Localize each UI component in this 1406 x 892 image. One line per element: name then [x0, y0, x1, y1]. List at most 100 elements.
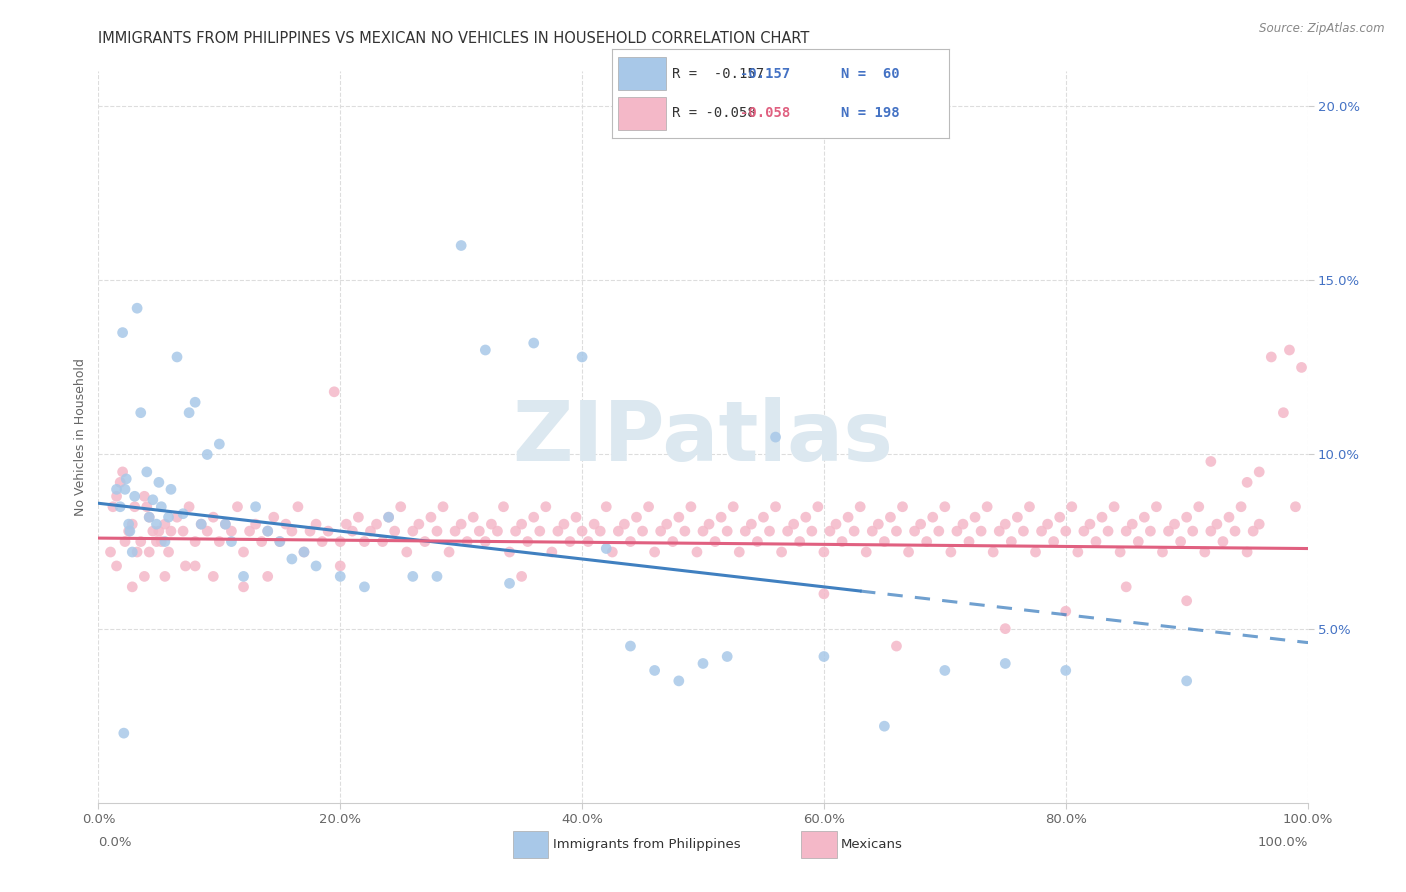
Point — [184, 558, 207, 573]
Point — [481, 517, 503, 532]
Point — [1133, 510, 1156, 524]
Point — [389, 500, 412, 514]
Point — [1078, 517, 1101, 532]
Y-axis label: No Vehicles in Household: No Vehicles in Household — [75, 359, 87, 516]
Point — [716, 524, 738, 538]
Point — [214, 517, 236, 532]
Point — [166, 510, 188, 524]
Point — [1121, 517, 1143, 532]
Text: R = -0.058: R = -0.058 — [672, 106, 756, 120]
Point — [813, 587, 835, 601]
Point — [157, 510, 180, 524]
Point — [153, 569, 176, 583]
Point — [1249, 517, 1271, 532]
Point — [195, 448, 218, 462]
Point — [1170, 534, 1192, 549]
Point — [728, 545, 751, 559]
Point — [190, 517, 212, 532]
Point — [747, 534, 769, 549]
Text: 100.0%: 100.0% — [1257, 837, 1308, 849]
Point — [571, 350, 593, 364]
Point — [1012, 524, 1035, 538]
Point — [1199, 454, 1222, 468]
Point — [184, 534, 207, 549]
Point — [498, 545, 520, 559]
Point — [679, 500, 702, 514]
Point — [565, 510, 588, 524]
Point — [274, 517, 297, 532]
Point — [650, 524, 672, 538]
Point — [540, 545, 562, 559]
Point — [1139, 524, 1161, 538]
Point — [108, 500, 131, 514]
Point — [668, 673, 690, 688]
Point — [486, 524, 509, 538]
Point — [105, 489, 128, 503]
Point — [1260, 350, 1282, 364]
Point — [239, 524, 262, 538]
Point — [474, 343, 496, 357]
Point — [626, 510, 648, 524]
Point — [371, 534, 394, 549]
Point — [281, 552, 304, 566]
Point — [668, 510, 690, 524]
Point — [1109, 545, 1132, 559]
Point — [873, 719, 896, 733]
Point — [813, 649, 835, 664]
Point — [468, 524, 491, 538]
Point — [825, 517, 848, 532]
Point — [148, 475, 170, 490]
Point — [1157, 524, 1180, 538]
Point — [686, 545, 709, 559]
Point — [105, 483, 128, 497]
Point — [377, 510, 399, 524]
Point — [595, 500, 617, 514]
Text: Source: ZipAtlas.com: Source: ZipAtlas.com — [1260, 22, 1385, 36]
Point — [529, 524, 551, 538]
Text: R =  -0.157: R = -0.157 — [672, 67, 765, 81]
Point — [547, 524, 569, 538]
Point — [329, 569, 352, 583]
Point — [179, 406, 201, 420]
Point — [190, 517, 212, 532]
Point — [329, 558, 352, 573]
Point — [1018, 500, 1040, 514]
Point — [111, 465, 134, 479]
Point — [360, 524, 382, 538]
Point — [395, 545, 418, 559]
Point — [129, 534, 152, 549]
Point — [631, 524, 654, 538]
Point — [510, 569, 533, 583]
Text: -0.058: -0.058 — [740, 106, 790, 120]
Point — [232, 545, 254, 559]
Point — [1007, 510, 1029, 524]
Point — [607, 524, 630, 538]
Point — [1000, 534, 1022, 549]
Point — [342, 524, 364, 538]
Point — [1085, 534, 1108, 549]
Point — [402, 524, 425, 538]
Point — [135, 465, 157, 479]
Point — [994, 622, 1017, 636]
Point — [516, 534, 538, 549]
Text: N =  60: N = 60 — [841, 67, 900, 81]
Point — [915, 534, 938, 549]
Point — [770, 545, 793, 559]
Point — [886, 639, 908, 653]
Point — [837, 510, 859, 524]
Point — [1054, 664, 1077, 678]
Point — [1199, 524, 1222, 538]
Point — [928, 524, 950, 538]
Point — [413, 534, 436, 549]
Point — [498, 576, 520, 591]
Point — [589, 524, 612, 538]
Point — [934, 500, 956, 514]
Point — [879, 510, 901, 524]
Point — [172, 507, 194, 521]
Point — [921, 510, 943, 524]
Point — [138, 510, 160, 524]
Point — [1144, 500, 1167, 514]
Point — [723, 500, 745, 514]
Point — [904, 524, 927, 538]
Point — [957, 534, 980, 549]
